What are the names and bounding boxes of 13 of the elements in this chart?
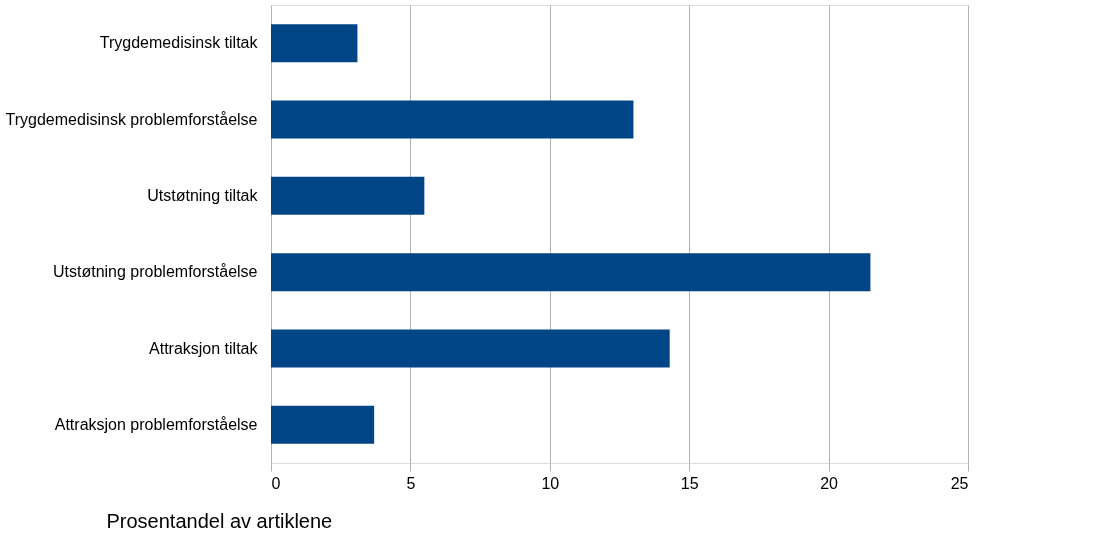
x-tick-label: 0: [271, 474, 281, 492]
y-tick-label: Trygdemedisinsk problemforståelse: [5, 110, 258, 128]
y-tick-label: Attraksjon problemforståelse: [54, 415, 258, 433]
x-tick-label: 5: [406, 474, 416, 492]
x-tick-label: 25: [950, 474, 969, 492]
y-tick-label: Utstøtning problemforståelse: [52, 263, 258, 281]
x-tick-label: 10: [541, 474, 560, 492]
x-axis-title: Prosentandel av artiklene: [106, 509, 333, 532]
y-tick-label: Attraksjon tiltak: [149, 339, 259, 357]
x-tick-label: 20: [820, 474, 839, 492]
y-tick-label: Utstøtning tiltak: [147, 186, 259, 204]
y-tick-label: Trygdemedisinsk tiltak: [99, 34, 259, 52]
x-tick-label: 15: [680, 474, 699, 492]
